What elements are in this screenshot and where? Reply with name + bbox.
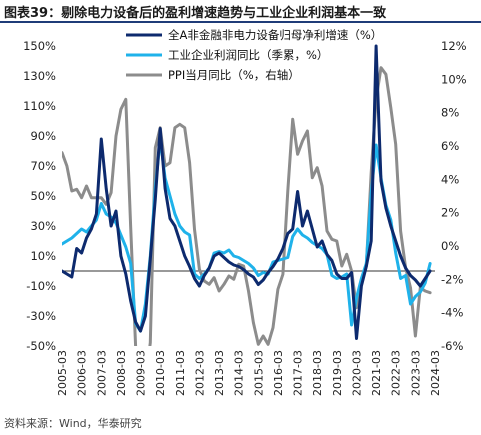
left-tick-label: 150% (23, 39, 56, 53)
chart-title: 图表39：剔除电力设备后的盈利增速趋势与工业企业利润基本一致 (4, 6, 387, 21)
left-tick-label: 130% (23, 69, 56, 83)
left-tick-label: 70% (30, 159, 56, 173)
x-tick-label: 2022-03 (390, 350, 403, 396)
x-tick-label: 2024-03 (429, 350, 442, 396)
x-tick-label: 2017-03 (292, 350, 305, 396)
left-tick-label: 110% (23, 99, 56, 113)
title-underline (0, 21, 481, 23)
x-tick-label: 2010-03 (154, 350, 167, 396)
x-tick-label: 2016-03 (272, 350, 285, 396)
x-tick-label: 2015-03 (252, 350, 265, 396)
x-tick-label: 2019-03 (331, 350, 344, 396)
legend-label: 全A非金融非电力设备归母净利增速（%） (168, 28, 382, 42)
right-tick-label: 4% (441, 172, 459, 186)
legend-label: PPI当月同比（%，右轴） (168, 68, 300, 82)
legend: 全A非金融非电力设备归母净利增速（%） 工业企业利润同比（季累，%） PPI当月同比… (126, 28, 382, 82)
right-tick-label: -4% (441, 306, 463, 320)
x-tick-label: 2013-03 (213, 350, 226, 396)
right-tick-label: 0% (441, 239, 459, 253)
right-tick-label: 12% (441, 39, 467, 53)
series-line-2 (62, 137, 432, 333)
left-tick-label: 10% (30, 249, 56, 263)
x-tick-label: 2021-03 (370, 350, 383, 396)
right-tick-label: -2% (441, 272, 463, 286)
title-bar: 图表39：剔除电力设备后的盈利增速趋势与工业企业利润基本一致 (0, 0, 481, 23)
right-tick-label: 6% (441, 139, 459, 153)
x-tick-label: 2011-03 (174, 350, 187, 396)
left-tick-label: -50% (26, 339, 56, 353)
series-line-1 (62, 44, 432, 340)
left-tick-label: 50% (30, 189, 56, 203)
x-tick-label: 2018-03 (311, 350, 324, 396)
right-tick-label: 2% (441, 206, 459, 220)
series-lines (62, 44, 432, 346)
x-tick-label: 2012-03 (193, 350, 206, 396)
x-tick-label: 2009-03 (135, 350, 148, 396)
right-y-axis: -6% -4% -2% 0% 2% 4% 6% 8% 10% 12% (441, 39, 467, 353)
x-tick-label: 2023-03 (409, 350, 422, 396)
left-tick-label: -30% (26, 309, 56, 323)
x-tick-label: 2005-03 (56, 350, 69, 396)
x-axis: 2005-03 2006-03 2007-03 2008-03 2009-03 2010-… (56, 270, 442, 396)
x-tick-label: 2014-03 (233, 350, 246, 396)
right-tick-label: 8% (441, 106, 459, 120)
left-y-axis: -50% -30% -10% 10% 30% 50% 70% 90% 110% 130% 150% (23, 39, 56, 353)
right-tick-label: 10% (441, 72, 467, 86)
left-tick-label: 30% (30, 219, 56, 233)
source-note: 资料来源：Wind，华泰研究 (4, 417, 142, 430)
left-tick-label: 90% (30, 129, 56, 143)
legend-label: 工业企业利润同比（季累，%） (168, 48, 328, 62)
x-tick-label: 2006-03 (76, 350, 89, 396)
x-tick-label: 2007-03 (95, 350, 108, 396)
x-tick-label: 2008-03 (115, 350, 128, 396)
left-tick-label: -10% (26, 279, 56, 293)
right-tick-label: -6% (441, 339, 463, 353)
x-tick-label: 2020-03 (350, 350, 363, 396)
